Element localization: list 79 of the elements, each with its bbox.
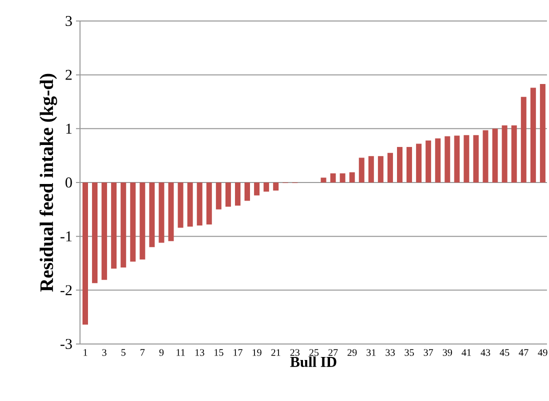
x-tick-label: 41 [462,349,471,356]
bar [378,156,384,182]
x-tick-label: 31 [366,349,376,356]
x-tick-label: 9 [159,349,164,356]
bar [140,182,146,260]
x-tick-label: 43 [480,349,490,356]
bar [82,182,88,325]
bar [444,136,450,182]
x-tick-label: 23 [290,349,300,356]
bar [149,182,155,248]
x-tick-label: 33 [386,349,395,356]
y-tick-label: 0 [66,177,72,188]
bar [254,182,260,196]
bar [464,135,470,182]
bar [158,182,164,243]
x-tick-label: 25 [309,349,319,356]
bar [349,172,355,182]
bar [426,140,432,182]
bar [454,136,460,182]
bar [530,88,536,182]
bar [225,182,231,207]
y-tick-label: 1 [66,124,72,134]
bar [492,128,498,182]
x-tick-label: 27 [328,349,338,356]
x-tick-label: 45 [500,349,510,356]
bar [216,182,222,210]
y-axis-title: Residual feed intake (kg-d) [40,74,58,292]
bar [178,182,184,228]
bar [406,146,412,182]
x-tick-label: 11 [176,349,185,356]
bar [330,173,336,182]
x-tick-label: 13 [195,349,204,356]
x-tick-label: 49 [538,349,548,356]
bar [273,182,279,191]
bar [320,178,326,182]
bar [397,146,402,182]
bar [511,125,517,182]
bar [540,84,546,182]
bar [502,125,508,182]
bar [358,158,364,182]
x-tick-label: 5 [121,349,126,356]
bar [92,182,98,284]
bar [168,182,174,242]
bar [244,182,250,201]
bar [473,135,479,182]
x-tick-label: 15 [214,349,224,356]
x-tick-label: 7 [140,349,145,356]
bar [435,138,441,182]
bar [368,156,374,182]
x-tick-label: 39 [442,349,452,356]
bar [482,130,488,182]
bar [120,182,126,268]
bar [206,182,212,224]
bar [416,144,422,182]
y-tick-label: -1 [60,231,72,242]
x-tick-label: 29 [348,349,357,356]
bar [264,182,270,192]
x-tick-label: 19 [252,349,262,356]
bar [111,182,117,269]
bar [234,182,240,206]
x-tick-label: 1 [84,349,88,356]
bar [196,182,202,226]
y-tick-label: 3 [66,16,72,26]
bar [130,182,136,262]
y-tick-label: -3 [60,338,72,350]
x-tick-label: 21 [271,349,280,356]
x-tick-label: 17 [234,349,242,356]
bar [340,173,346,182]
x-axis-title: Bull ID [290,356,336,368]
bar [387,152,393,182]
y-tick-label: 2 [66,70,72,80]
x-tick-label: 3 [102,349,106,356]
x-tick-label: 47 [518,349,528,356]
bar [187,182,193,227]
bar [102,182,108,280]
x-tick-label: 35 [404,349,414,356]
x-tick-label: 37 [424,349,434,356]
bar [520,96,526,182]
y-tick-label: -2 [60,285,72,296]
